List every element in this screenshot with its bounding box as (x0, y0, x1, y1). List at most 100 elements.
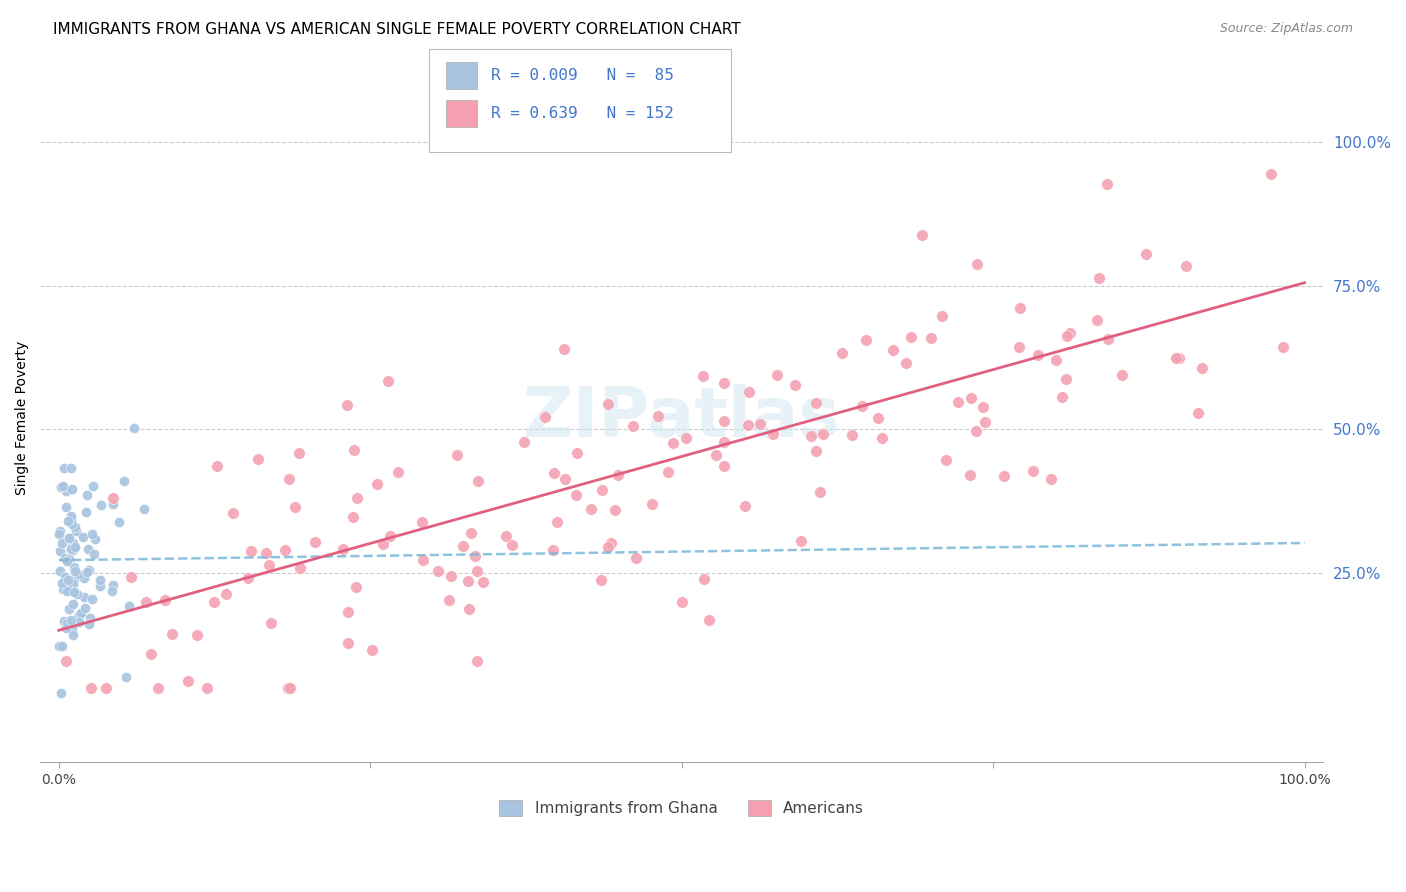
Point (377, 374, 399, 388)
Point (51, 639, 73, 653)
Point (920, 331, 942, 345)
Point (808, 484, 831, 499)
Point (472, 575, 495, 590)
Point (195, 681, 218, 695)
Point (60, 622, 83, 636)
Point (63, 541, 86, 555)
Point (1045, 352, 1067, 367)
Point (713, 414, 735, 428)
Point (800, 429, 823, 443)
Point (427, 564, 450, 578)
Point (411, 515, 433, 529)
Point (579, 501, 602, 516)
Text: R = 0.639   N = 152: R = 0.639 N = 152 (491, 106, 673, 120)
Point (1271, 340, 1294, 354)
Point (63, 559, 86, 574)
Point (346, 491, 368, 506)
Point (761, 427, 783, 442)
Point (589, 573, 612, 587)
Point (1085, 313, 1108, 327)
Point (62, 585, 84, 599)
Point (84, 532, 107, 546)
Point (66, 587, 89, 601)
Point (135, 595, 157, 609)
Point (591, 483, 613, 497)
Point (1187, 406, 1209, 420)
Point (284, 500, 307, 514)
Point (53, 570, 76, 584)
Point (49, 564, 72, 578)
Point (543, 467, 565, 481)
Point (738, 385, 761, 400)
Point (371, 537, 394, 551)
Point (451, 539, 474, 553)
Point (1191, 361, 1213, 376)
Point (440, 569, 463, 583)
Point (596, 397, 619, 411)
Point (260, 615, 283, 630)
Point (56, 615, 79, 630)
Point (239, 544, 262, 558)
Point (51, 575, 73, 590)
Point (76, 488, 98, 502)
Point (52, 479, 75, 493)
Point (288, 561, 311, 575)
Point (51, 536, 73, 550)
Point (55, 621, 77, 635)
Point (62, 577, 84, 591)
Text: ZIPatlas: ZIPatlas (523, 384, 841, 451)
Text: Source: ZipAtlas.com: Source: ZipAtlas.com (1219, 22, 1353, 36)
Point (692, 368, 714, 383)
Point (1135, 246, 1157, 260)
Point (1097, 177, 1119, 191)
Point (806, 396, 828, 410)
Point (254, 546, 277, 560)
Point (58, 581, 80, 595)
Point (56, 580, 79, 594)
Point (737, 418, 759, 433)
Point (931, 310, 953, 324)
Point (457, 574, 479, 588)
Point (342, 510, 364, 524)
Point (765, 368, 787, 382)
Point (713, 376, 735, 390)
Point (896, 356, 918, 370)
Point (973, 415, 995, 429)
Point (82, 526, 104, 541)
Point (661, 436, 683, 450)
Point (115, 670, 138, 684)
Point (1040, 472, 1063, 486)
Point (60, 537, 83, 551)
Point (993, 469, 1015, 483)
Point (101, 583, 124, 598)
Point (866, 411, 889, 425)
Point (48, 639, 70, 653)
Point (966, 257, 988, 271)
Point (55, 654, 77, 668)
Point (176, 674, 198, 689)
Point (1167, 351, 1189, 366)
Point (52, 614, 75, 628)
Point (366, 477, 388, 491)
Point (621, 419, 644, 434)
Point (543, 542, 565, 557)
Point (935, 452, 957, 467)
Point (749, 417, 772, 432)
Point (146, 681, 169, 695)
Point (439, 593, 461, 607)
Point (139, 647, 162, 661)
Point (56, 514, 79, 528)
Point (361, 643, 384, 657)
Point (811, 427, 834, 442)
Point (80, 591, 103, 606)
Point (1050, 390, 1073, 404)
Point (62, 628, 84, 642)
Text: IMMIGRANTS FROM GHANA VS AMERICAN SINGLE FEMALE POVERTY CORRELATION CHART: IMMIGRANTS FROM GHANA VS AMERICAN SINGLE… (53, 22, 741, 37)
Point (1008, 301, 1031, 315)
Point (274, 542, 297, 557)
Point (49, 544, 72, 558)
Point (65, 520, 87, 534)
Point (1088, 270, 1111, 285)
Point (785, 378, 807, 392)
Point (567, 446, 589, 460)
